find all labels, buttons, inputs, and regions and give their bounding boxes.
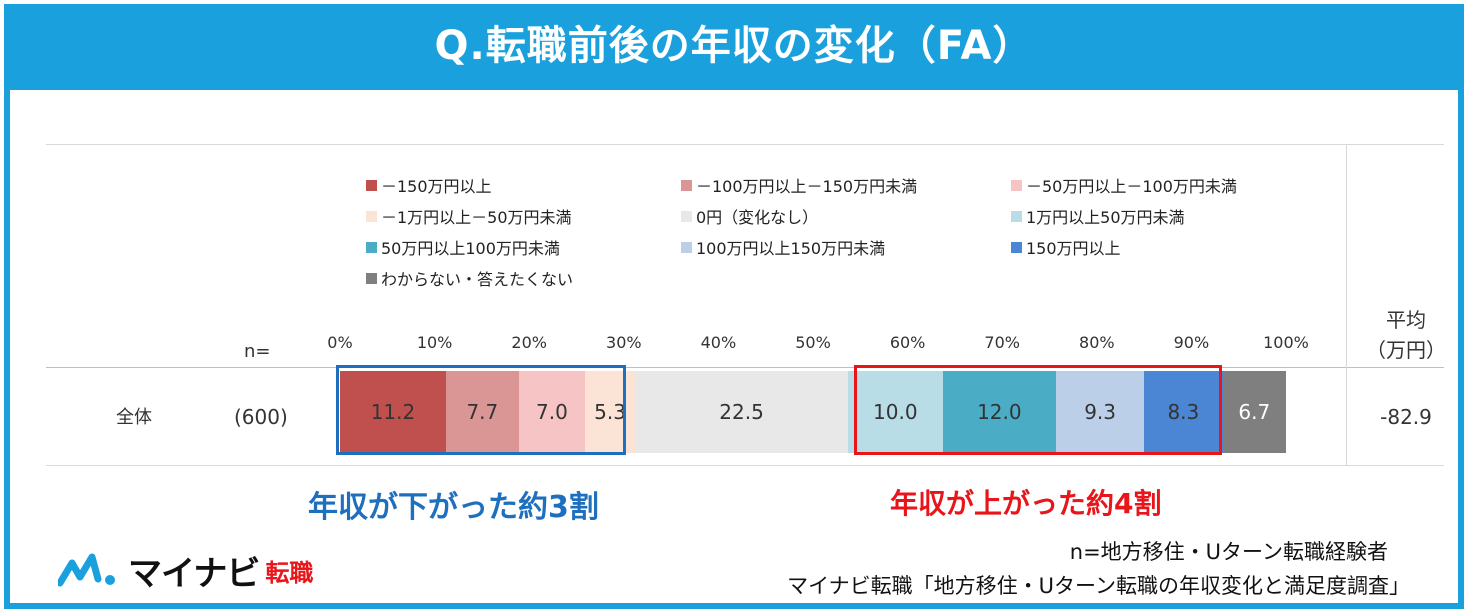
data-label: 22.5	[719, 400, 764, 424]
data-label: 7.0	[535, 400, 568, 424]
data-label: 7.7	[466, 400, 499, 424]
mynavi-logo-mark-icon	[58, 553, 115, 587]
data-label: 12.0	[977, 400, 1022, 424]
legend-item: 100万円以上150万円未満	[681, 239, 885, 259]
legend-label: 1万円以上50万円未満	[1026, 208, 1185, 227]
bar-segment: 11.2	[340, 371, 446, 453]
bar-segment: 10.0	[848, 371, 943, 453]
logo-sub: 転職	[265, 558, 314, 587]
legend-swatch	[366, 242, 377, 253]
legend-swatch	[366, 211, 377, 222]
stacked-bar: 11.2 7.7 7.0 5.3 22.5 10.0 12.0 9.3 8.3 6.7	[46, 145, 1444, 465]
x-tick-label: 10%	[416, 333, 453, 352]
data-label: 11.2	[370, 400, 416, 424]
average-header: 平均 （万円）	[1366, 305, 1446, 365]
callout-decrease: 年収が下がった約3割	[308, 490, 599, 525]
x-tick-label: 30%	[606, 333, 642, 352]
legend-label: 150万円以上	[1026, 239, 1121, 258]
legend-item: －1万円以上－50万円未満	[366, 208, 572, 228]
legend-item: －50万円以上－100万円未満	[1011, 177, 1237, 197]
legend-swatch	[366, 273, 377, 284]
average-column-divider	[1346, 145, 1347, 465]
legend-swatch	[366, 180, 377, 191]
n-header: n=	[244, 341, 271, 362]
data-label: 10.0	[873, 400, 918, 424]
data-label: 5.3	[594, 400, 626, 424]
legend-swatch	[681, 242, 692, 253]
row-average: -82.9	[1380, 405, 1432, 429]
legend-item: 0円（変化なし）	[681, 208, 818, 228]
legend-swatch	[1011, 242, 1022, 253]
legend-swatch	[681, 211, 692, 222]
average-header-line2: （万円）	[1366, 338, 1446, 362]
legend-label: わからない・答えたくない	[381, 270, 574, 289]
row-n: (600)	[234, 405, 288, 429]
x-tick-label: 60%	[889, 333, 926, 352]
bar-segment: 12.0	[942, 371, 1057, 453]
x-tick-label: 20%	[511, 333, 547, 352]
legend-swatch	[1011, 180, 1022, 191]
source-note-survey: マイナビ転職「地方移住・Uターン転職の年収変化と満足度調査」	[787, 574, 1410, 598]
x-tick-label: 90%	[1173, 333, 1210, 352]
bar-segment: 6.7	[1222, 371, 1286, 453]
x-tick-label: 50%	[795, 333, 831, 352]
average-header-line1: 平均	[1386, 308, 1426, 332]
chart-frame: Q.転職前後の年収の変化（FA） －150万円以上 －100万円以上－150万円未…	[4, 4, 1464, 609]
highlight-box-decrease	[336, 365, 626, 455]
legend-label: 100万円以上150万円未満	[696, 239, 886, 258]
bar-segment: 7.7	[445, 371, 519, 453]
legend-item: －150万円以上	[366, 177, 492, 197]
legend-label: 50万円以上100万円未満	[381, 239, 560, 258]
legend-item: 1万円以上50万円未満	[1011, 208, 1185, 228]
x-tick-label: 80%	[1079, 333, 1115, 352]
x-tick-label: 40%	[700, 333, 737, 352]
x-tick-label: 70%	[984, 333, 1020, 352]
highlight-box-increase	[854, 365, 1222, 455]
row-divider	[46, 367, 1444, 368]
bar-segment: 7.0	[518, 371, 585, 453]
legend-label: －1万円以上－50万円未満	[381, 208, 572, 227]
plot-area: －150万円以上 －100万円以上－150万円未満 －50万円以上－100万円未満 －…	[46, 144, 1446, 466]
legend-label: －50万円以上－100万円未満	[1026, 177, 1237, 196]
legend-item: －100万円以上－150万円未満	[681, 177, 917, 197]
legend-swatch	[1011, 211, 1022, 222]
bar-segment: 5.3	[585, 371, 636, 453]
row-label: 全体	[116, 407, 152, 428]
source-note-sample: n=地方移住・Uターン転職経験者	[1069, 540, 1388, 564]
legend-item: 150万円以上	[1011, 239, 1121, 259]
bar-segment: 9.3	[1056, 371, 1145, 453]
data-label: 8.3	[1167, 400, 1200, 424]
legend-label: －150万円以上	[381, 177, 492, 196]
data-label: 6.7	[1238, 400, 1271, 424]
mynavi-logo: マイナビ 転職	[58, 548, 314, 594]
legend-label: －100万円以上－150万円未満	[696, 177, 918, 196]
legend-item: わからない・答えたくない	[366, 270, 573, 290]
legend-swatch	[681, 180, 692, 191]
legend-label: 0円（変化なし）	[696, 208, 819, 227]
legend-item: 50万円以上100万円未満	[366, 239, 560, 259]
logo-text: マイナビ	[128, 553, 260, 594]
chart-panel: －150万円以上 －100万円以上－150万円未満 －50万円以上－100万円未満 －…	[10, 90, 1458, 603]
chart-title: Q.転職前後の年収の変化（FA）	[434, 23, 1034, 69]
x-tick-label: 0%	[327, 333, 353, 352]
bar-segment: 8.3	[1144, 371, 1223, 453]
callout-increase: 年収が上がった約4割	[890, 487, 1162, 520]
data-label: 9.3	[1084, 400, 1116, 424]
x-tick-label: 100%	[1263, 333, 1309, 352]
bar-segment: 22.5	[635, 371, 848, 453]
